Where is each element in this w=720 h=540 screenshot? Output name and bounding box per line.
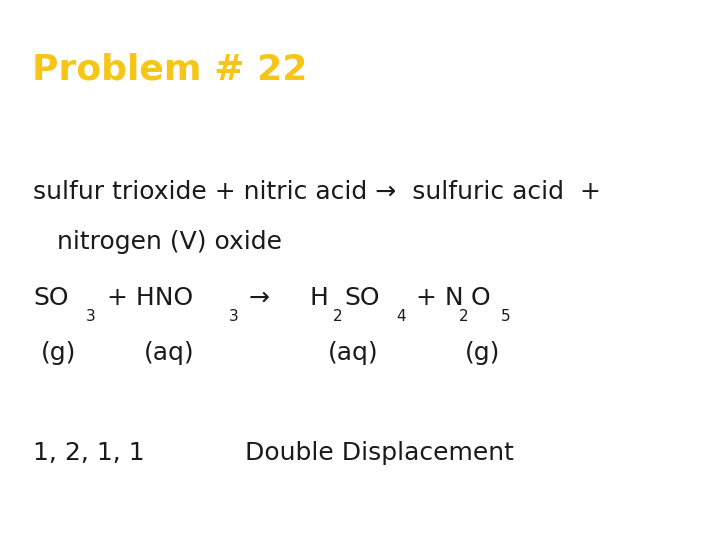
Text: H: H (302, 286, 329, 310)
Text: nitrogen (V) oxide: nitrogen (V) oxide (33, 230, 282, 254)
Text: (g): (g) (41, 341, 76, 365)
Text: SO: SO (344, 286, 379, 310)
Text: + N: + N (408, 286, 463, 310)
Text: sulfur trioxide + nitric acid →  sulfuric acid  +: sulfur trioxide + nitric acid → sulfuric… (33, 180, 601, 204)
Text: 1, 2, 1, 1: 1, 2, 1, 1 (33, 441, 145, 465)
Text: Problem # 22: Problem # 22 (32, 52, 307, 86)
Text: O: O (470, 286, 490, 310)
Text: SO: SO (33, 286, 68, 310)
Text: →: → (241, 286, 270, 310)
Text: 3: 3 (86, 309, 96, 324)
Text: + HNO: + HNO (99, 286, 193, 310)
Text: Double Displacement: Double Displacement (245, 441, 513, 465)
Text: 2: 2 (459, 309, 469, 324)
Text: 3: 3 (229, 309, 239, 324)
Text: (g): (g) (464, 341, 500, 365)
Text: 2: 2 (333, 309, 343, 324)
Text: 5: 5 (500, 309, 510, 324)
Text: (aq): (aq) (144, 341, 194, 365)
Text: 4: 4 (397, 309, 406, 324)
Text: (aq): (aq) (328, 341, 379, 365)
